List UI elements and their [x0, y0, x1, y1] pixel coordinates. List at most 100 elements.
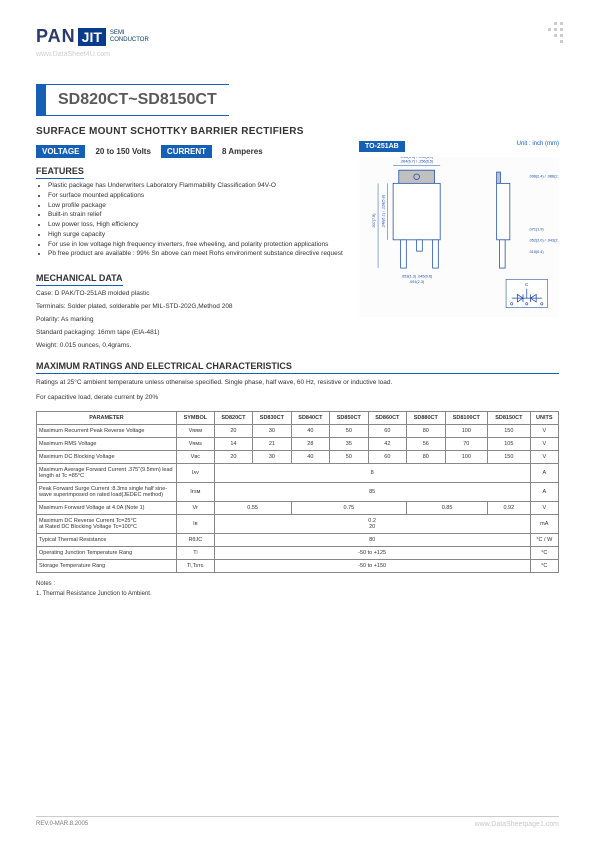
param-value: 20 [214, 425, 252, 438]
mechanical-data: Case: D PAK/TO-251AB molded plastic Termi… [36, 288, 349, 351]
svg-text:.240(6.1) / .228(5.8): .240(6.1) / .228(5.8) [382, 194, 386, 228]
param-unit: V [530, 451, 558, 464]
feature-item: Low profile package [48, 201, 349, 211]
param-unit: V [530, 425, 558, 438]
param-value: 0.220 [214, 515, 530, 534]
ratings-note-1: Ratings at 25°C ambient temperature unle… [36, 378, 559, 388]
param-name: Peak Forward Surge Current :8.3ms single… [37, 483, 177, 502]
svg-text:.264(6.7) / .256(6.5): .264(6.7) / .256(6.5) [400, 160, 434, 164]
param-value: 0.85 [407, 502, 488, 515]
mech-line: Weight: 0.015 ounces, 0.4grams. [36, 340, 349, 351]
param-value: 150 [488, 425, 531, 438]
param-unit: °C [530, 547, 558, 560]
table-header: PARAMETER [37, 412, 177, 425]
mech-line: Standard packaging: 16mm tape (EIA-481) [36, 327, 349, 338]
feature-item: Pb free product are available : 99% Sn a… [48, 249, 349, 259]
footer-right: www.DataSheetpage1.com [475, 821, 559, 828]
param-value: 30 [253, 451, 291, 464]
package-unit: Unit : inch (mm) [517, 141, 559, 147]
table-header: SD8150CT [488, 412, 531, 425]
param-value: 40 [291, 451, 329, 464]
param-value: 0.75 [291, 502, 406, 515]
param-value: 60 [368, 425, 406, 438]
param-name: Maximum Average Forward Current .375"(9.… [37, 464, 177, 483]
table-header: SYMBOL [177, 412, 215, 425]
decorative-dots [533, 22, 563, 52]
param-symbol: Vʀʀᴍ [177, 425, 215, 438]
param-name: Operating Junction Temperature Rang [37, 547, 177, 560]
svg-text:.071(1.9): .071(1.9) [529, 227, 545, 231]
table-header: SD880CT [407, 412, 445, 425]
svg-text:.216(5.5) / .200(5.1): .216(5.5) / .200(5.1) [400, 157, 434, 159]
voltage-label: VOLTAGE [36, 145, 85, 158]
param-value: 80 [407, 451, 445, 464]
package-label: TO-251AB [359, 141, 405, 152]
param-value: 85 [214, 483, 530, 502]
footer-left: REV.0-MAR.8.2005 [36, 821, 88, 828]
param-value: 56 [407, 438, 445, 451]
param-unit: mA [530, 515, 558, 534]
param-symbol: Iʀ [177, 515, 215, 534]
svg-text:.015(0.4): .015(0.4) [529, 250, 545, 254]
feature-item: High surge capacity [48, 230, 349, 240]
svg-text:.096(2.4) / .086(2.2): .096(2.4) / .086(2.2) [529, 175, 559, 179]
param-value: 40 [291, 425, 329, 438]
ratings-header: MAXIMUM RATINGS AND ELECTRICAL CHARACTER… [36, 361, 559, 374]
feature-item: For use in low voltage high frequency in… [48, 240, 349, 250]
param-value: 105 [488, 438, 531, 451]
feature-item: Built-in strain relief [48, 210, 349, 220]
svg-text:.091(2.3): .091(2.3) [409, 280, 425, 284]
param-unit: V [530, 502, 558, 515]
param-value: 30 [253, 425, 291, 438]
param-value: 8 [214, 464, 530, 483]
param-value: 80 [214, 534, 530, 547]
table-header: SD8100CT [445, 412, 488, 425]
mech-line: Terminals: Solder plated, solderable per… [36, 301, 349, 312]
param-symbol: Vʀᴍs [177, 438, 215, 451]
note-line: 1. Thermal Resistance Junction to Ambien… [36, 591, 559, 597]
voltage-value: 20 to 150 Volts [89, 145, 156, 158]
param-unit: °C / W [530, 534, 558, 547]
param-value: 14 [214, 438, 252, 451]
table-header: SD850CT [330, 412, 368, 425]
param-value: -50 to +150 [214, 560, 530, 573]
mechanical-header: MECHANICAL DATA [36, 273, 123, 286]
ratings-note-2: For capacitive load, derate current by 2… [36, 393, 559, 403]
param-value: 0.55 [214, 502, 291, 515]
param-value: -50 to +125 [214, 547, 530, 560]
svg-text:.052(2.0) / .043(2.1): .052(2.0) / .043(2.1) [529, 239, 559, 243]
table-header: SD860CT [368, 412, 406, 425]
param-name: Maximum DC Reverse Current Tc=25°Cat Rat… [37, 515, 177, 534]
logo-sub: SEMICONDUCTOR [110, 30, 149, 43]
svg-text:C: C [525, 282, 529, 287]
param-unit: V [530, 438, 558, 451]
mech-line: Case: D PAK/TO-251AB molded plastic [36, 288, 349, 299]
package-drawing-box: TO-251AB Unit : inch (mm) .264(6.7) / .2… [359, 157, 559, 322]
param-value: 60 [368, 451, 406, 464]
notes-block: Notes : 1. Thermal Resistance Junction t… [36, 581, 559, 597]
svg-text:.053(1.3) .045(0.6): .053(1.3) .045(0.6) [401, 274, 433, 278]
package-drawing: .264(6.7) / .256(6.5).216(5.5) / .200(5.… [359, 157, 559, 317]
watermark-top: www.DataSheet4U.com [36, 51, 559, 58]
param-unit: °C [530, 560, 558, 573]
param-symbol: RθJC [177, 534, 215, 547]
param-value: 0.92 [488, 502, 531, 515]
param-value: 42 [368, 438, 406, 451]
spec-pills: VOLTAGE 20 to 150 Volts CURRENT 8 Ampere… [36, 145, 349, 158]
param-name: Maximum RMS Voltage [37, 438, 177, 451]
param-name: Storage Temperature Rang [37, 560, 177, 573]
param-symbol: Iᴀv [177, 464, 215, 483]
current-value: 8 Amperes [216, 145, 269, 158]
features-list: Plastic package has Underwriters Laborat… [36, 181, 349, 259]
feature-item: For surface mounted applications [48, 191, 349, 201]
param-name: Maximum Forward Voltage at 4.0A (Note 1) [37, 502, 177, 515]
logo: PAN JIT SEMICONDUCTOR [36, 26, 559, 47]
param-symbol: Tʲ [177, 547, 215, 560]
features-header: FEATURES [36, 166, 84, 179]
param-value: 35 [330, 438, 368, 451]
current-label: CURRENT [161, 145, 212, 158]
param-symbol: Vʙc [177, 451, 215, 464]
param-unit: A [530, 483, 558, 502]
title-bar [36, 84, 46, 116]
param-value: 100 [445, 425, 488, 438]
